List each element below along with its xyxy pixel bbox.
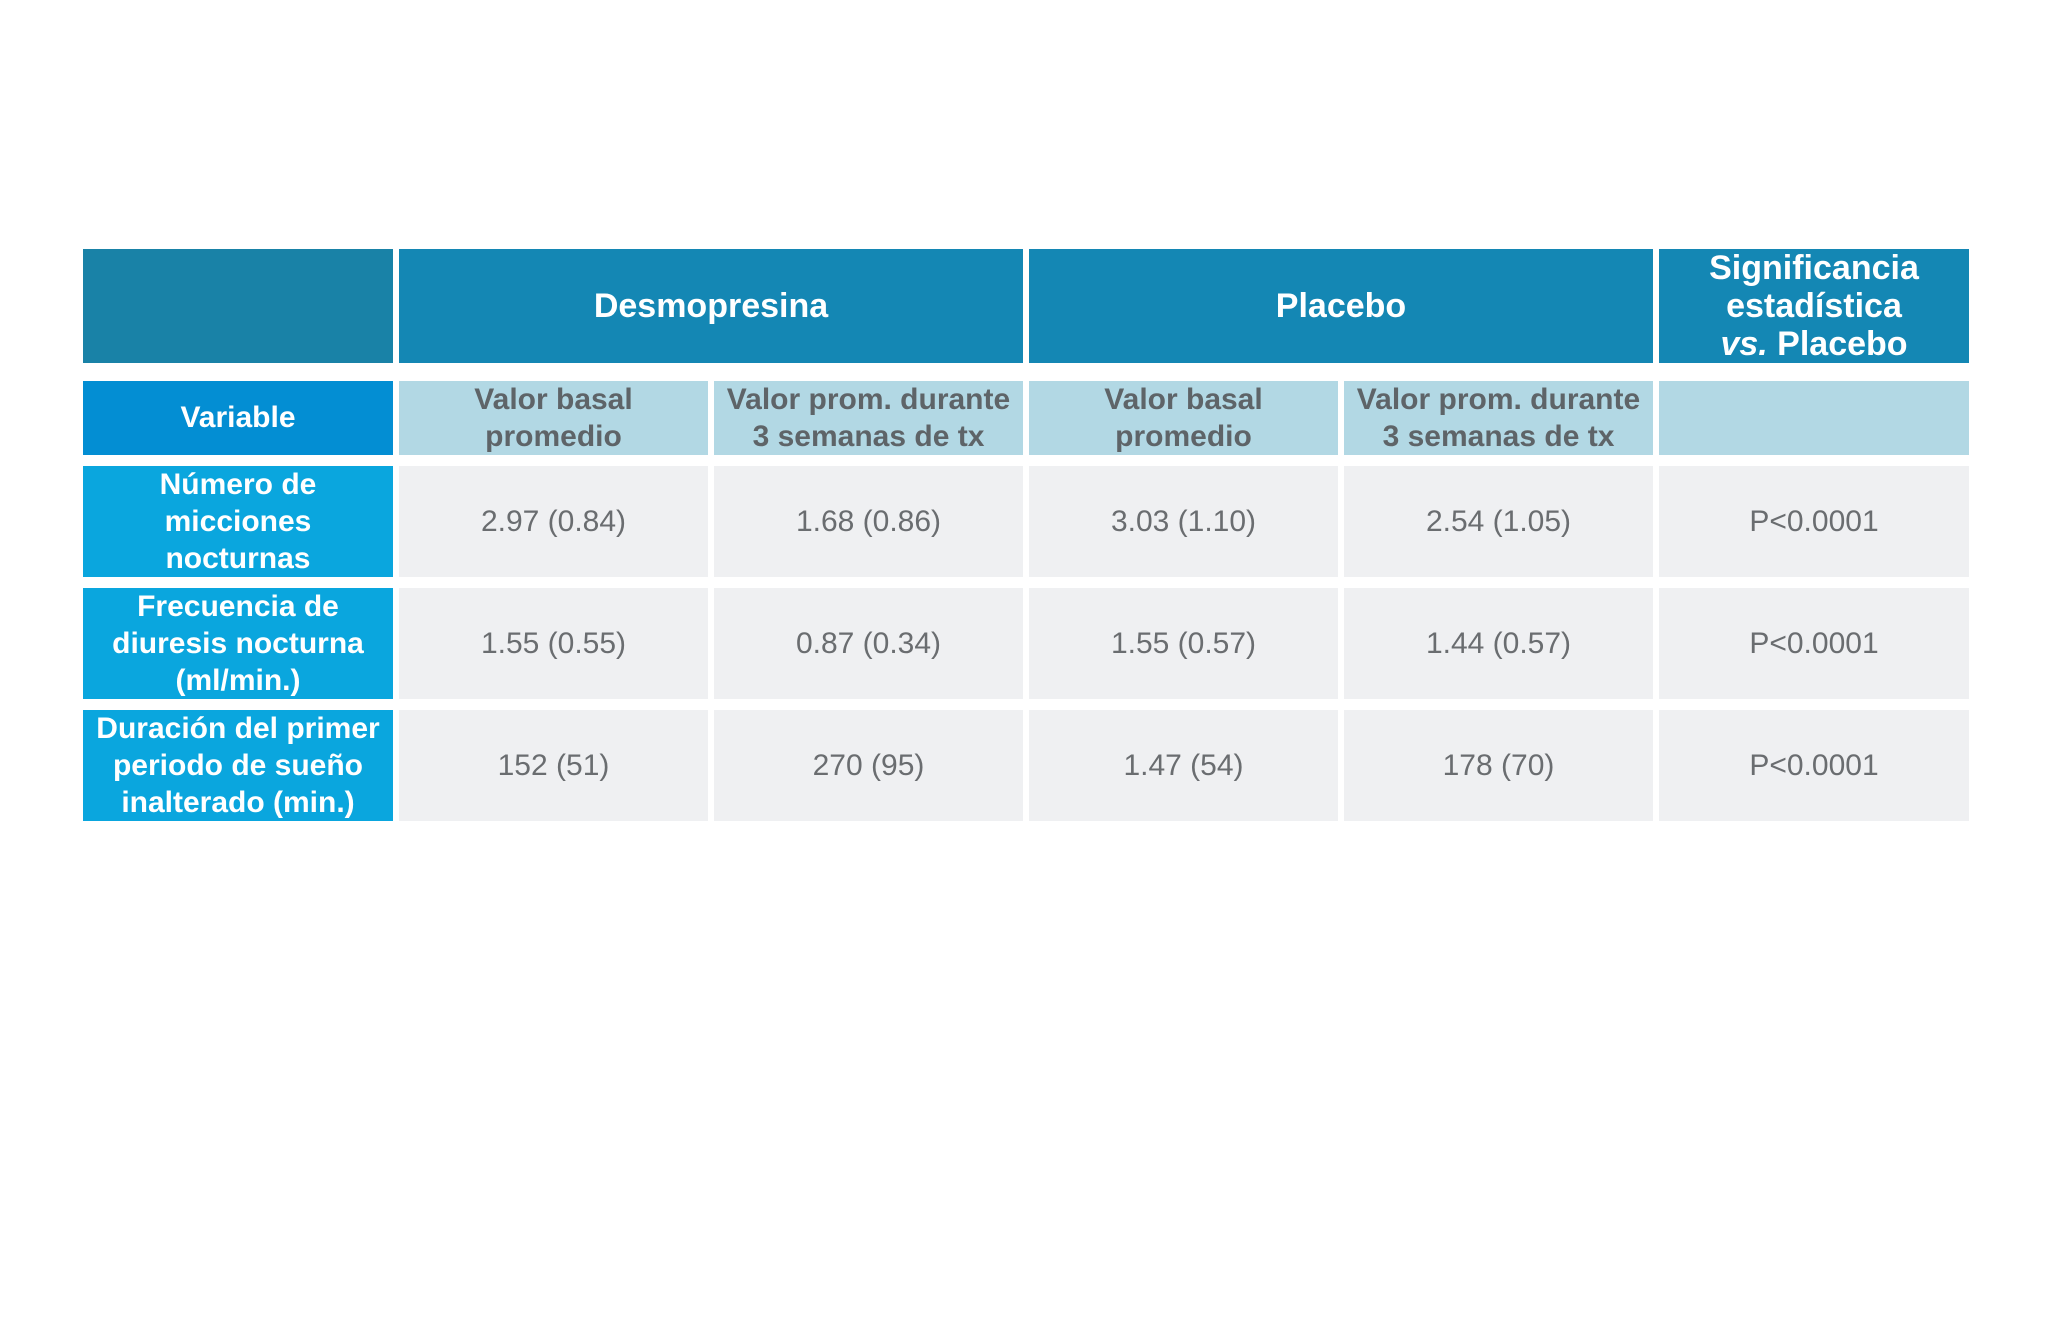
header-desmopresina-label: Desmopresina bbox=[593, 287, 829, 325]
row-label-diuresis: Frecuencia de diuresis nocturna (ml/min.… bbox=[83, 588, 393, 699]
subheader-placebo-basal: Valor basal promedio bbox=[1029, 381, 1338, 455]
subheader-desmo-avg: Valor prom. durante 3 semanas de tx bbox=[714, 381, 1023, 455]
subheader-variable-label: Variable bbox=[180, 401, 296, 434]
subheader-variable: Variable bbox=[83, 381, 393, 455]
header-placebo: Placebo bbox=[1029, 249, 1653, 363]
subheader-placebo-avg: Valor prom. durante 3 semanas de tx bbox=[1344, 381, 1653, 455]
header-significance-line1: Significancia bbox=[1709, 249, 1919, 287]
table-cell: 3.03 (1.10) bbox=[1029, 466, 1338, 577]
table-cell: 178 (70) bbox=[1344, 710, 1653, 821]
table-cell: 270 (95) bbox=[714, 710, 1023, 821]
significance-cell: P<0.0001 bbox=[1659, 588, 1969, 699]
table-cell: 0.87 (0.34) bbox=[714, 588, 1023, 699]
table-cell: 2.54 (1.05) bbox=[1344, 466, 1653, 577]
results-table: Desmopresina Placebo Significancia estad… bbox=[83, 249, 1969, 821]
table-cell: 152 (51) bbox=[399, 710, 708, 821]
table-cell: 2.97 (0.84) bbox=[399, 466, 708, 577]
table-cell: 1.47 (54) bbox=[1029, 710, 1338, 821]
table-cell: 1.55 (0.55) bbox=[399, 588, 708, 699]
header-significance-placebo: Placebo bbox=[1777, 325, 1908, 363]
header-placebo-label: Placebo bbox=[1275, 287, 1407, 325]
header-significance-line2: estadística bbox=[1726, 287, 1902, 325]
row-label-micciones: Número de micciones nocturnas bbox=[83, 466, 393, 577]
table-cell: 1.55 (0.57) bbox=[1029, 588, 1338, 699]
significance-cell: P<0.0001 bbox=[1659, 710, 1969, 821]
subheader-significance bbox=[1659, 381, 1969, 455]
significance-cell: P<0.0001 bbox=[1659, 466, 1969, 577]
row-label-sueno: Duración del primer periodo de sueño ina… bbox=[83, 710, 393, 821]
header-corner bbox=[83, 249, 393, 363]
table-cell: 1.68 (0.86) bbox=[714, 466, 1023, 577]
header-significance: Significancia estadística vs. Placebo bbox=[1659, 249, 1969, 363]
subheader-desmo-basal: Valor basal promedio bbox=[399, 381, 708, 455]
header-desmopresina: Desmopresina bbox=[399, 249, 1023, 363]
table-cell: 1.44 (0.57) bbox=[1344, 588, 1653, 699]
header-significance-vs: vs. bbox=[1720, 325, 1768, 363]
